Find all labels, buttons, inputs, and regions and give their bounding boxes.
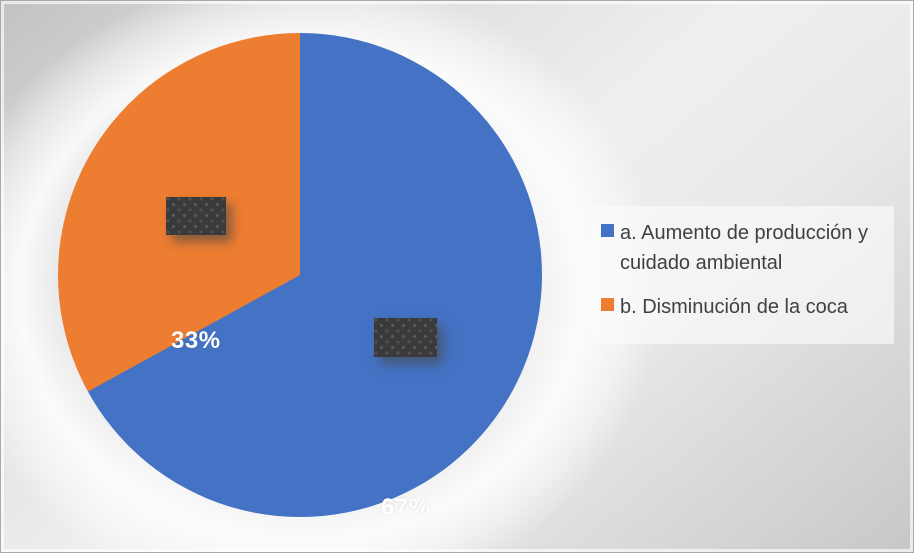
legend-item-disminucion[interactable]: b. Disminución de la coca [601, 292, 886, 322]
legend-label-disminucion: b. Disminución de la coca [620, 296, 848, 318]
legend-swatch-orange-icon [601, 298, 614, 311]
pie-chart[interactable] [58, 33, 542, 517]
legend-swatch-blue-icon [601, 224, 614, 237]
legend-label-aumento: a. Aumento de producción y cuidado ambie… [620, 222, 868, 274]
data-label-blue-slice: 67% [381, 494, 431, 521]
chart-legend: a. Aumento de producción y cuidado ambie… [591, 206, 894, 344]
legend-item-aumento[interactable]: a. Aumento de producción y cuidado ambie… [601, 218, 886, 278]
data-label-orange-slice: 33% [171, 327, 221, 354]
redaction-box-blue-slice [374, 318, 437, 357]
redaction-box-orange-slice [166, 197, 226, 235]
